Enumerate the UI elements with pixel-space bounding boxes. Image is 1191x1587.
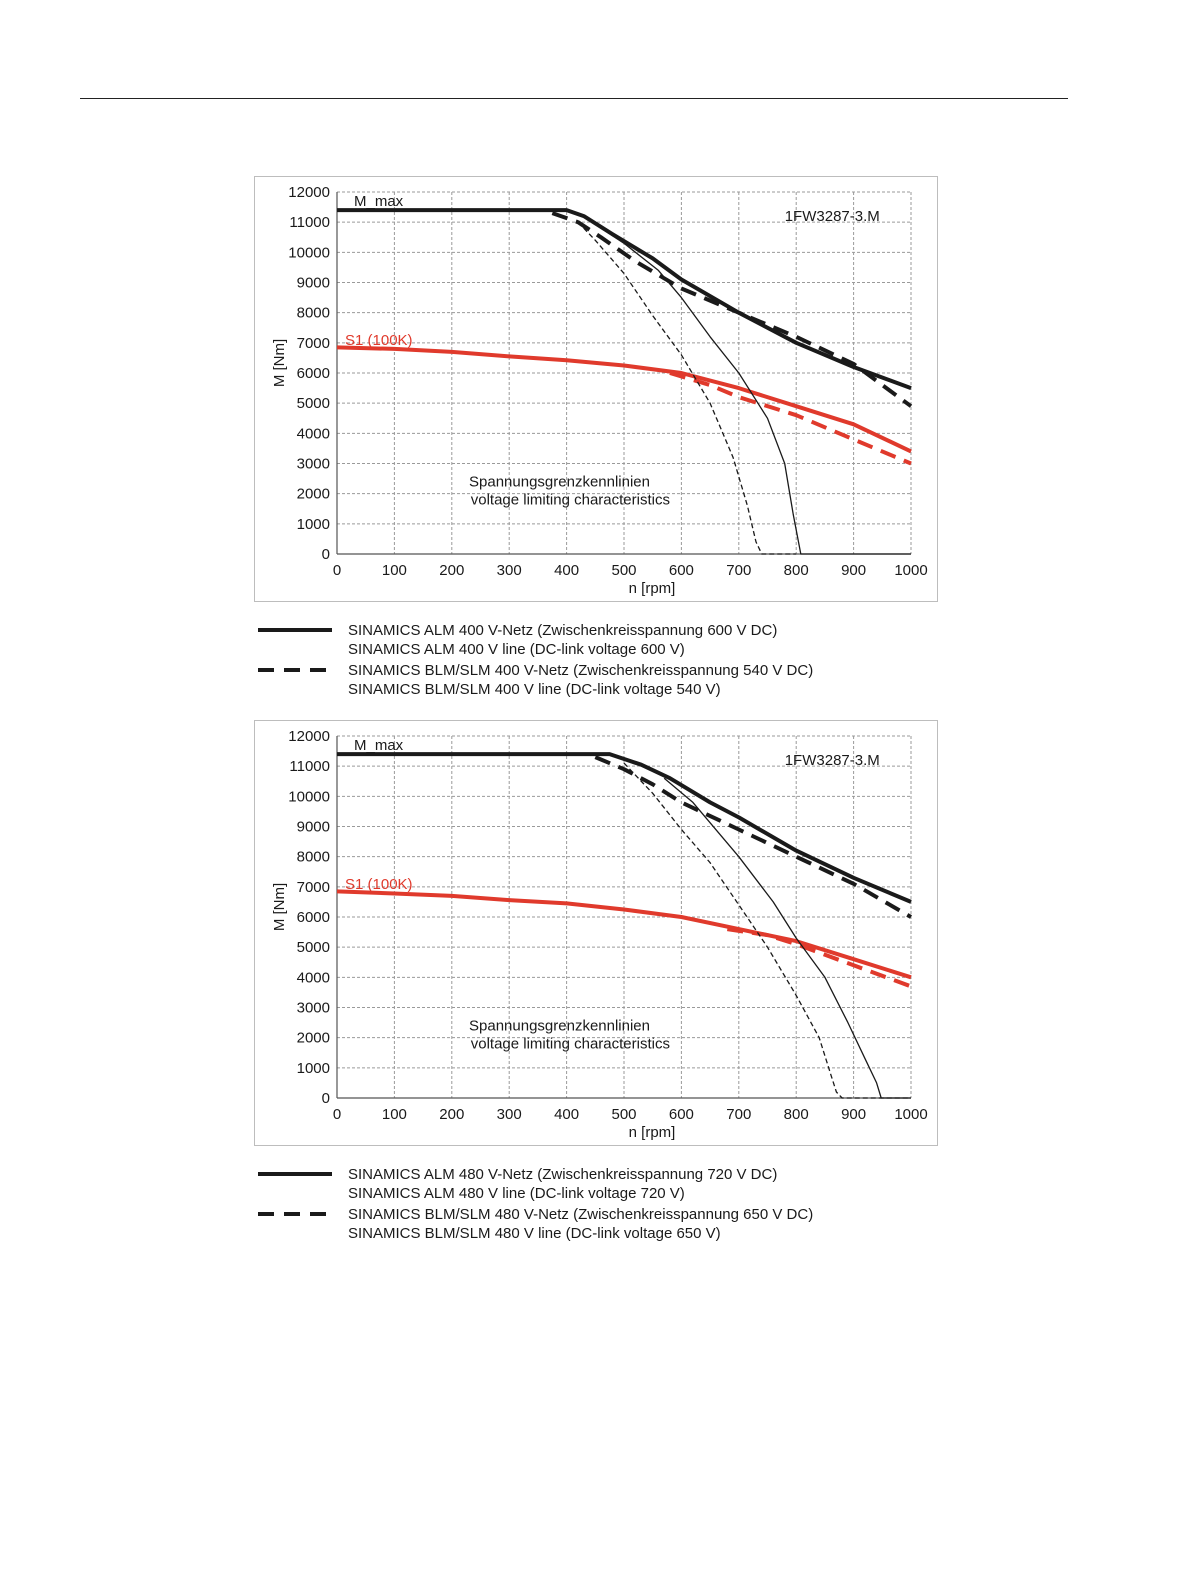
- legend-400v: SINAMICS ALM 400 V-Netz (Zwischenkreissp…: [256, 621, 956, 701]
- y-tick-label: 12000: [288, 184, 330, 201]
- chart-plot-400v: 0 100 200 300 400 500 600 700 800 900 100001000200…: [271, 184, 928, 597]
- x-tick-label: 400: [554, 562, 579, 579]
- x-tick-label: 700: [726, 1106, 751, 1123]
- y-tick-label: 5000: [297, 939, 330, 956]
- legend-item-blm-slm: SINAMICS BLM/SLM 480 V-Netz (Zwischenkre…: [256, 1205, 956, 1245]
- black-dashed-thick-series-line: [594, 755, 913, 919]
- y-tick-label: 10000: [288, 244, 330, 261]
- legend-item-blm-slm: SINAMICS BLM/SLM 400 V-Netz (Zwischenkre…: [256, 661, 956, 701]
- x-tick-label: 900: [841, 562, 866, 579]
- legend-label-de: SINAMICS BLM/SLM 480 V-Netz (Zwischenkre…: [348, 1206, 814, 1223]
- y-tick-label: 6000: [297, 909, 330, 926]
- x-tick-label: 1000: [894, 1106, 927, 1123]
- legend-label-de: SINAMICS ALM 400 V-Netz (Zwischenkreissp…: [348, 622, 778, 639]
- x-axis-label: n [rpm]: [629, 580, 676, 597]
- legend-label-de: SINAMICS ALM 480 V-Netz (Zwischenkreissp…: [348, 1166, 778, 1183]
- red-dashed-thick-series-line: [669, 371, 912, 466]
- legend-480v: SINAMICS ALM 480 V-Netz (Zwischenkreissp…: [256, 1165, 956, 1245]
- y-tick-label: 0: [322, 546, 330, 563]
- y-tick-label: 9000: [297, 275, 330, 292]
- dashed-line-swatch: [258, 668, 332, 672]
- solid-line-swatch: [258, 628, 332, 632]
- legend-label-en: SINAMICS BLM/SLM 400 V line (DC-link vol…: [348, 681, 721, 698]
- x-tick-label: 0: [333, 1106, 341, 1123]
- y-tick-label: 12000: [288, 728, 330, 745]
- x-tick-label: 800: [784, 1106, 809, 1123]
- s1-label: S1 (100K): [345, 876, 413, 893]
- black-dashed-thin-series-line: [623, 762, 911, 1099]
- y-tick-label: 6000: [297, 365, 330, 382]
- y-axis-label: M [Nm]: [271, 339, 288, 387]
- x-tick-label: 200: [439, 1106, 464, 1123]
- voltage-limit-label-en: voltage limiting characteristics: [471, 1036, 670, 1053]
- x-tick-label: 400: [554, 1106, 579, 1123]
- x-tick-label: 200: [439, 562, 464, 579]
- y-tick-label: 1000: [297, 1060, 330, 1077]
- x-tick-label: 500: [611, 1106, 636, 1123]
- y-tick-label: 4000: [297, 425, 330, 442]
- y-tick-label: 11000: [289, 214, 330, 231]
- y-tick-label: 9000: [297, 819, 330, 836]
- legend-label-en: SINAMICS ALM 480 V line (DC-link voltage…: [348, 1185, 685, 1202]
- x-tick-label: 900: [841, 1106, 866, 1123]
- model-label: 1FW3287-3.M: [785, 752, 880, 769]
- mmax-label: M_max: [354, 193, 404, 210]
- black-solid-thin-series-line: [600, 227, 911, 555]
- x-tick-label: 100: [382, 1106, 407, 1123]
- solid-line-swatch: [258, 1172, 332, 1176]
- y-tick-label: 4000: [297, 969, 330, 986]
- x-tick-label: 600: [669, 1106, 694, 1123]
- page-header-rule: [80, 98, 1068, 99]
- dashed-line-swatch: [258, 1212, 332, 1216]
- y-tick-label: 8000: [297, 305, 330, 322]
- y-axis-label: M [Nm]: [271, 883, 288, 931]
- y-tick-label: 3000: [297, 1000, 330, 1017]
- y-tick-label: 7000: [297, 879, 330, 896]
- model-label: 1FW3287-3.M: [785, 208, 880, 225]
- x-tick-label: 500: [611, 562, 636, 579]
- red-dashed-thick-series-line: [727, 927, 912, 989]
- x-tick-label: 1000: [894, 562, 927, 579]
- x-tick-label: 300: [497, 1106, 522, 1123]
- black-dashed-thin-series-line: [577, 221, 797, 555]
- y-tick-label: 7000: [297, 335, 330, 352]
- x-tick-label: 300: [497, 562, 522, 579]
- y-tick-label: 2000: [297, 486, 330, 503]
- mmax-label: M_max: [354, 737, 404, 754]
- red-solid-thick-series-line: [336, 345, 912, 454]
- x-tick-label: 700: [726, 562, 751, 579]
- legend-label-en: SINAMICS BLM/SLM 480 V line (DC-link vol…: [348, 1225, 721, 1242]
- voltage-limit-label-de: Spannungsgrenzkennlinien: [469, 1018, 650, 1035]
- y-tick-label: 8000: [297, 849, 330, 866]
- red-solid-thick-series-line: [336, 889, 912, 980]
- y-tick-label: 2000: [297, 1030, 330, 1047]
- legend-item-alm: SINAMICS ALM 400 V-Netz (Zwischenkreissp…: [256, 621, 956, 661]
- torque-speed-chart-480v: 0 100 200 300 400 500 600 700 800 900 1000 0 1000 200…: [254, 720, 938, 1146]
- torque-speed-chart-400v: 0 100 200 300 400 500 600 700 800 900 1000 0 1000 200…: [254, 176, 938, 602]
- y-tick-label: 10000: [288, 788, 330, 805]
- legend-label-de: SINAMICS BLM/SLM 400 V-Netz (Zwischenkre…: [348, 662, 814, 679]
- voltage-limit-label-de: Spannungsgrenzkennlinien: [469, 474, 650, 491]
- x-tick-label: 0: [333, 562, 341, 579]
- x-tick-label: 800: [784, 562, 809, 579]
- y-tick-label: 0: [322, 1090, 330, 1107]
- y-tick-label: 1000: [297, 516, 330, 533]
- black-solid-thick-series-line: [337, 752, 912, 904]
- legend-label-en: SINAMICS ALM 400 V line (DC-link voltage…: [348, 641, 685, 658]
- black-solid-thin-series-line: [663, 777, 911, 1099]
- voltage-limit-label-en: voltage limiting characteristics: [471, 492, 670, 509]
- x-tick-label: 600: [669, 562, 694, 579]
- y-tick-label: 11000: [289, 758, 330, 775]
- x-tick-label: 100: [382, 562, 407, 579]
- black-dashed-thick-series-line: [551, 211, 913, 408]
- x-axis-label: n [rpm]: [629, 1124, 676, 1141]
- black-solid-thick-series-line: [337, 208, 912, 390]
- legend-item-alm: SINAMICS ALM 480 V-Netz (Zwischenkreissp…: [256, 1165, 956, 1205]
- s1-label: S1 (100K): [345, 332, 413, 349]
- y-tick-label: 5000: [297, 395, 330, 412]
- y-tick-label: 3000: [297, 456, 330, 473]
- chart-plot-480v: 0 100 200 300 400 500 600 700 800 900 100001000200…: [271, 728, 928, 1141]
